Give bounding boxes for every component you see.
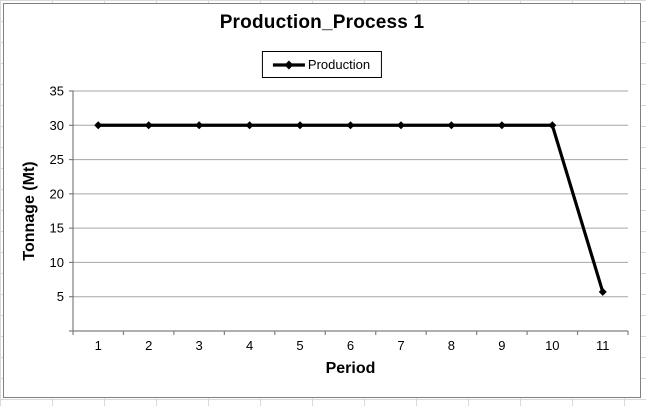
x-tick-label: 10 [545, 338, 559, 353]
x-tick-label: 6 [347, 338, 354, 353]
x-tick-label: 1 [95, 338, 102, 353]
data-point-marker [396, 121, 405, 130]
data-point-marker [346, 121, 355, 130]
y-tick-label: 15 [50, 221, 64, 236]
y-tick-label: 5 [57, 289, 64, 304]
x-tick-label: 2 [145, 338, 152, 353]
series-line [98, 123, 605, 293]
data-point-marker [497, 121, 506, 130]
data-point-marker [296, 121, 305, 130]
data-point-marker [245, 121, 254, 130]
x-tick-label: 4 [246, 338, 253, 353]
y-tick-label: 10 [50, 255, 64, 270]
plot-area[interactable]: 5 10 15 20 25 30 35 1 2 3 4 5 6 7 8 9 10 11 [4, 4, 640, 397]
y-tick-label: 25 [50, 152, 64, 167]
x-tick-label: 9 [498, 338, 505, 353]
y-tick-label: 35 [50, 84, 64, 99]
y-axis-title: Tonnage (Mt) [21, 161, 38, 261]
legend[interactable]: Production [261, 51, 383, 78]
x-tick-label: 5 [296, 338, 303, 353]
x-tick-label: 11 [596, 338, 610, 353]
y-tick-label: 30 [50, 118, 64, 133]
x-axis-title: Period [325, 360, 376, 377]
data-point-marker [195, 121, 204, 130]
chart-title: Production_Process 1 [219, 12, 425, 33]
x-tick-label: 7 [397, 338, 404, 353]
data-point-marker [548, 121, 557, 130]
legend-line-marker-icon [272, 60, 306, 70]
data-point-marker [94, 121, 103, 130]
data-point-marker [144, 121, 153, 130]
x-tick-label: 8 [448, 338, 455, 353]
y-tick-label: 20 [50, 186, 64, 201]
legend-label: Production [307, 57, 371, 72]
data-point-marker [447, 121, 456, 130]
data-point-marker [598, 287, 607, 296]
x-tick-label: 3 [196, 338, 203, 353]
chart-frame[interactable]: Production_Process 1 Production 5 10 15 20 2… [3, 3, 641, 398]
